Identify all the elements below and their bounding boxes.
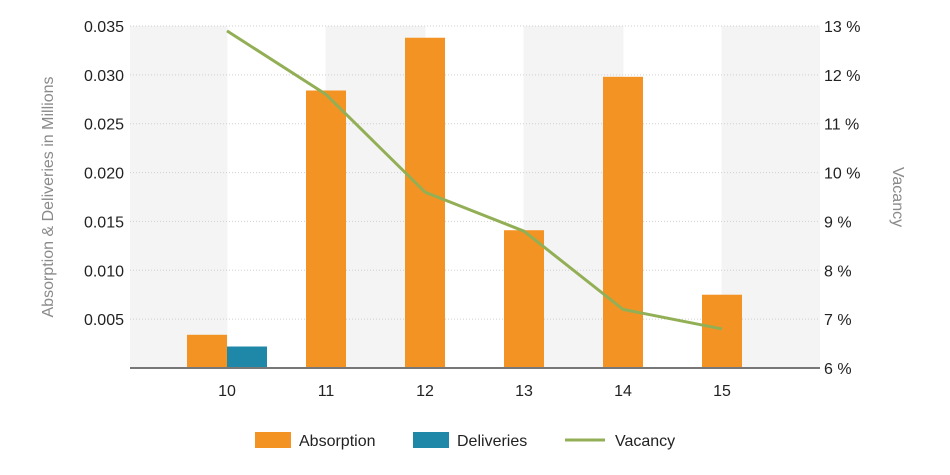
- gridlines: [130, 25, 820, 320]
- y-tick-label: 0.030: [84, 68, 124, 85]
- y2-tick-label: 11 %: [824, 117, 859, 134]
- y2-tick-label: 9 %: [824, 214, 852, 231]
- legend-label: Deliveries: [457, 433, 527, 450]
- y-tick-label: 0.010: [84, 263, 124, 280]
- x-tick-labels: 10 11 12 13 14 15: [218, 383, 731, 400]
- x-tick-label: 15: [713, 383, 731, 400]
- y-axis-title: Absorption & Deliveries in Millions: [40, 77, 57, 318]
- y2-tick-labels: 6 % 7 % 8 % 9 % 10 % 11 % 12 % 13 %: [824, 19, 860, 378]
- x-tick-label: 13: [515, 383, 533, 400]
- y2-tick-label: 10 %: [824, 166, 860, 183]
- legend: Absorption Deliveries Vacancy: [255, 432, 675, 450]
- y-tick-label: 0.015: [84, 214, 124, 231]
- bars: [187, 37, 742, 369]
- deliveries-bar: [227, 346, 267, 368]
- y2-tick-label: 12 %: [824, 68, 860, 85]
- x-tick-label: 14: [614, 383, 632, 400]
- absorption-bar: [187, 334, 227, 368]
- vacancy-line: [226, 29, 723, 331]
- absorption-bar: [306, 90, 346, 369]
- legend-label: Absorption: [299, 433, 376, 450]
- legend-item-absorption[interactable]: Absorption: [255, 432, 376, 450]
- legend-label: Vacancy: [615, 433, 675, 450]
- absorption-bar: [702, 294, 742, 368]
- y2-axis-title: Vacancy: [889, 167, 906, 227]
- y-tick-label: 0.035: [84, 19, 124, 36]
- y2-tick-label: 8 %: [824, 263, 852, 280]
- y-tick-label: 0.005: [84, 312, 124, 329]
- legend-swatch: [255, 432, 291, 448]
- y-tick-labels: 0.005 0.010 0.015 0.020 0.025 0.030 0.035: [84, 19, 124, 329]
- y-tick-label: 0.020: [84, 166, 124, 183]
- vacancy-line-group: [226, 29, 723, 331]
- x-tick-label: 11: [318, 383, 335, 400]
- absorption-bar: [603, 76, 643, 368]
- x-tick-label: 10: [218, 383, 236, 400]
- absorption-bar: [504, 230, 544, 368]
- absorption-bar: [405, 37, 445, 369]
- y2-tick-label: 7 %: [824, 312, 852, 329]
- x-tick-label: 12: [416, 383, 434, 400]
- y2-tick-label: 6 %: [824, 361, 852, 378]
- legend-item-deliveries[interactable]: Deliveries: [413, 432, 527, 450]
- y2-tick-label: 13 %: [824, 19, 860, 36]
- legend-swatch: [413, 432, 449, 448]
- y-tick-label: 0.025: [84, 117, 124, 134]
- plot-band: [130, 26, 228, 368]
- legend-item-vacancy[interactable]: Vacancy: [565, 433, 675, 450]
